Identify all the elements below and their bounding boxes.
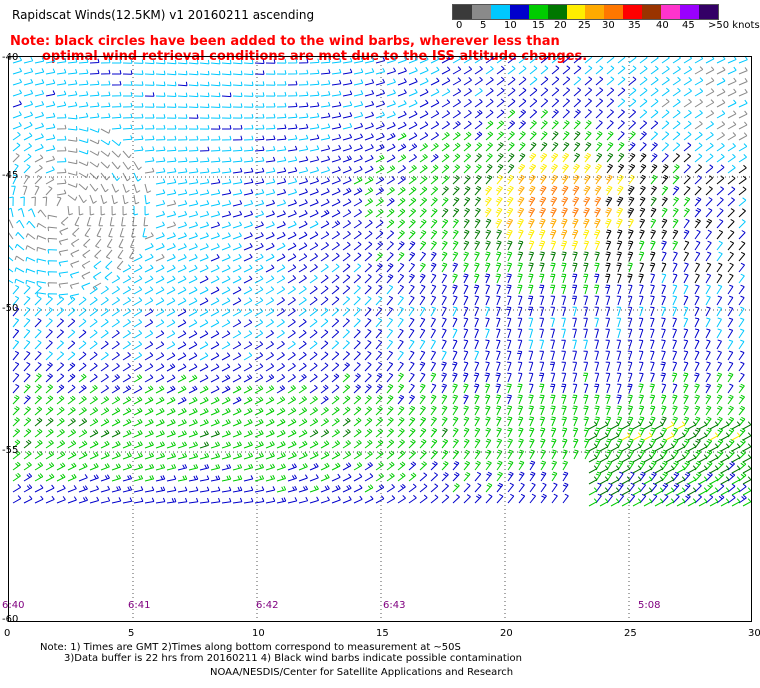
- legend-swatch: [471, 5, 491, 19]
- legend-swatch: [698, 5, 718, 19]
- legend-swatch: [585, 5, 605, 19]
- lon-tick-label: 5: [128, 628, 135, 639]
- lat-tick-label: -55: [2, 445, 19, 456]
- lon-tick-label: 10: [252, 628, 265, 639]
- legend-label: 5: [480, 20, 487, 31]
- legend-swatch: [509, 5, 529, 19]
- wind-speed-color-legend: [452, 4, 719, 20]
- legend-swatch: [547, 5, 567, 19]
- lat-tick-label: -60: [2, 614, 19, 625]
- legend-swatch: [642, 5, 662, 19]
- legend-label: 45: [682, 20, 695, 31]
- lon-tick-label: 25: [624, 628, 637, 639]
- legend-label: 40: [656, 20, 669, 31]
- legend-swatch: [661, 5, 681, 19]
- pass-time-label: 6:42: [256, 600, 279, 611]
- legend-swatch: [623, 5, 643, 19]
- pass-time-label: 6:43: [383, 600, 406, 611]
- pass-time-label: 5:08: [638, 600, 661, 611]
- legend-label: 30: [602, 20, 615, 31]
- pass-time-label: 6:41: [128, 600, 151, 611]
- legend-swatch: [680, 5, 699, 19]
- footer-credit: NOAA/NESDIS/Center for Satellite Applica…: [210, 667, 514, 678]
- legend-label: 0: [456, 20, 463, 31]
- legend-swatch: [566, 5, 586, 19]
- legend-swatch: [490, 5, 510, 19]
- legend-label: 15: [532, 20, 545, 31]
- footer-note-2: 3)Data buffer is 22 hrs from 20160211 4)…: [64, 653, 522, 664]
- legend-label: 35: [628, 20, 641, 31]
- lat-tick-label: -40: [2, 52, 19, 63]
- legend-swatch: [528, 5, 548, 19]
- legend-label: >50 knots: [708, 20, 760, 31]
- graticule: [9, 57, 751, 621]
- footer-note-1: Note: 1) Times are GMT 2)Times along bot…: [40, 642, 461, 653]
- map-title: Rapidscat Winds(12.5KM) v1 20160211 asce…: [12, 8, 315, 22]
- lat-tick-label: -45: [2, 170, 19, 181]
- lon-tick-label: 15: [376, 628, 389, 639]
- legend-label: 10: [504, 20, 517, 31]
- legend-label: 25: [578, 20, 591, 31]
- wind-barbs: [9, 57, 751, 507]
- lon-tick-label: 30: [748, 628, 760, 639]
- pass-time-label: 6:40: [2, 600, 25, 611]
- legend-label: 20: [554, 20, 567, 31]
- warning-note-line1: Note: black circles have been added to t…: [10, 34, 560, 49]
- lat-tick-label: -50: [2, 303, 19, 314]
- lon-tick-label: 20: [500, 628, 513, 639]
- wind-barb-canvas: [9, 57, 751, 621]
- legend-swatch: [604, 5, 624, 19]
- lon-tick-label: 0: [4, 628, 11, 639]
- legend-labels: 0 5 10 15 20 25 30 35 40 45 >50 knots: [452, 20, 760, 34]
- legend-swatch: [453, 5, 472, 19]
- wind-barb-map: [8, 56, 752, 622]
